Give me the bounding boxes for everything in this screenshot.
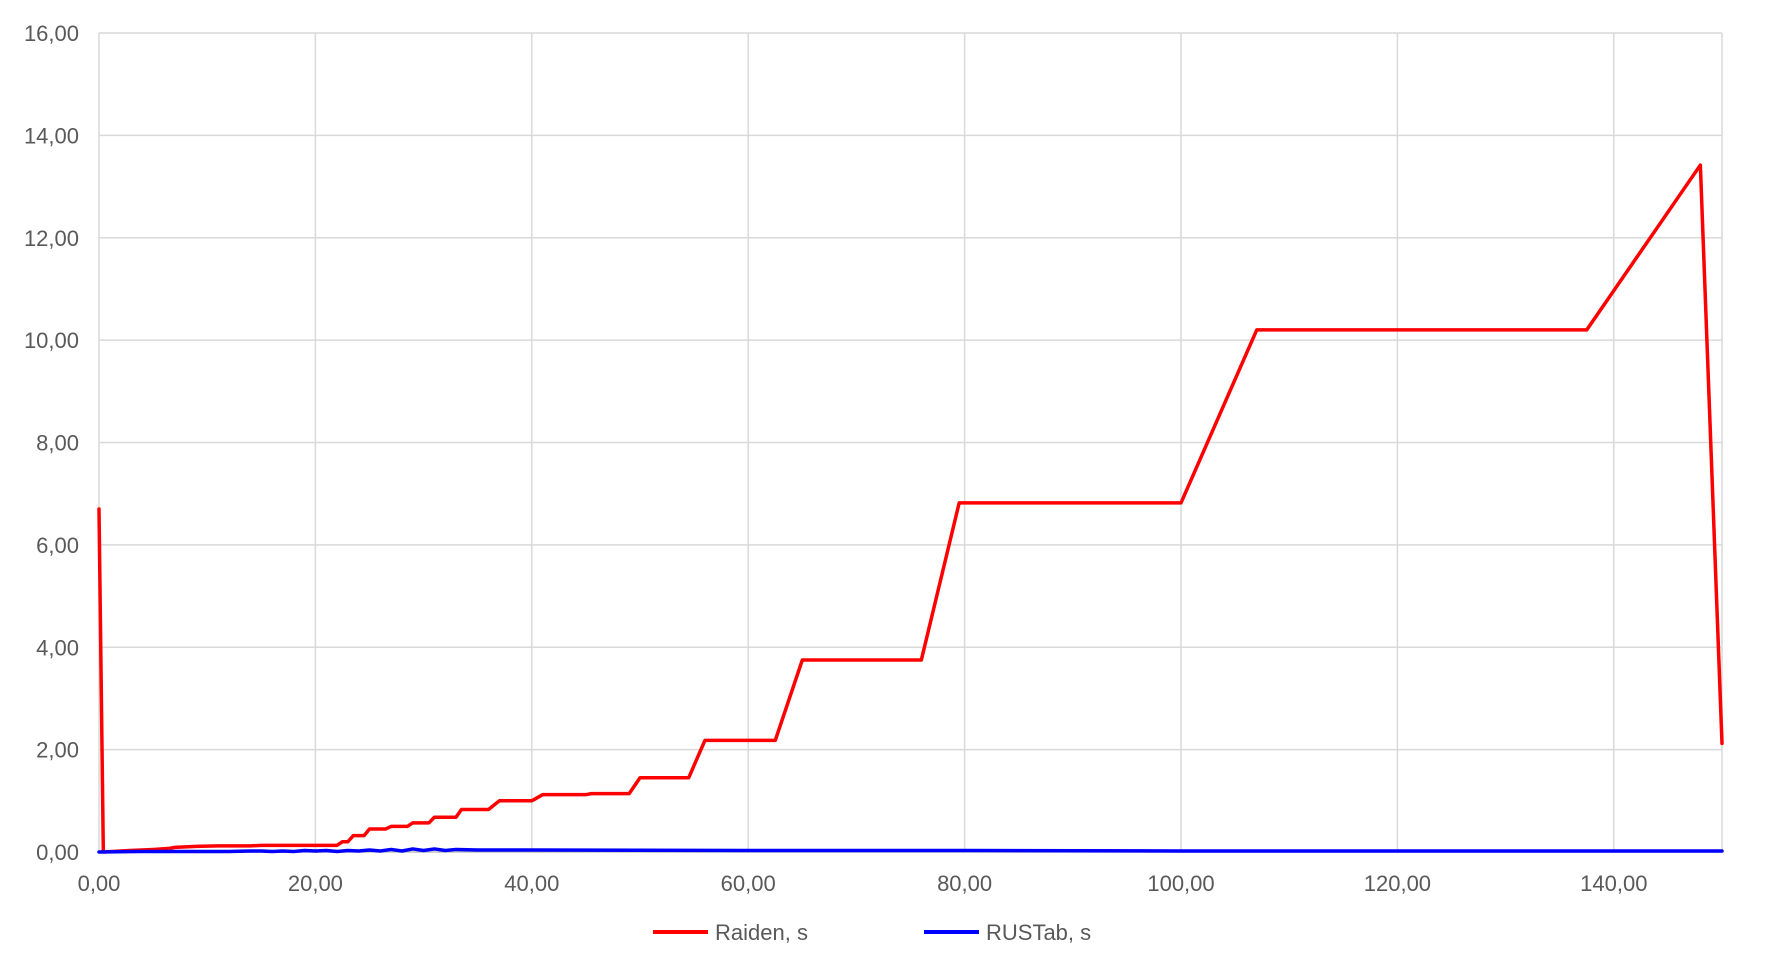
legend-label: RUSTab, s	[986, 920, 1091, 945]
y-tick-label: 12,00	[24, 226, 79, 251]
y-tick-label: 4,00	[36, 635, 79, 660]
grid-layer	[98, 32, 1723, 852]
legend-item: RUSTab, s	[924, 920, 1091, 945]
y-tick-label: 6,00	[36, 533, 79, 558]
x-tick-label: 140,00	[1580, 871, 1647, 896]
x-tick-label: 40,00	[504, 871, 559, 896]
y-tick-label: 0,00	[36, 840, 79, 865]
y-tick-label: 2,00	[36, 738, 79, 763]
x-tick-label: 80,00	[937, 871, 992, 896]
legend-label: Raiden, s	[715, 920, 808, 945]
x-tick-label: 60,00	[721, 871, 776, 896]
series-line-rustab	[97, 847, 1724, 854]
tick-label-layer: 0,00 2,00 4,00 6,00 8,00 10,00 12,00 14,00 16,00…	[24, 21, 1648, 896]
series-layer	[97, 163, 1724, 854]
y-tick-label: 10,00	[24, 328, 79, 353]
y-tick-label: 8,00	[36, 431, 79, 456]
legend-item: Raiden, s	[653, 920, 808, 945]
x-tick-label: 120,00	[1364, 871, 1431, 896]
y-tick-label: 16,00	[24, 21, 79, 46]
x-tick-label: 0,00	[78, 871, 121, 896]
legend: Raiden, s RUSTab, s	[653, 920, 1091, 945]
y-tick-label: 14,00	[24, 123, 79, 148]
x-tick-label: 20,00	[288, 871, 343, 896]
series-line-raiden	[97, 163, 1724, 854]
x-tick-label: 100,00	[1147, 871, 1214, 896]
